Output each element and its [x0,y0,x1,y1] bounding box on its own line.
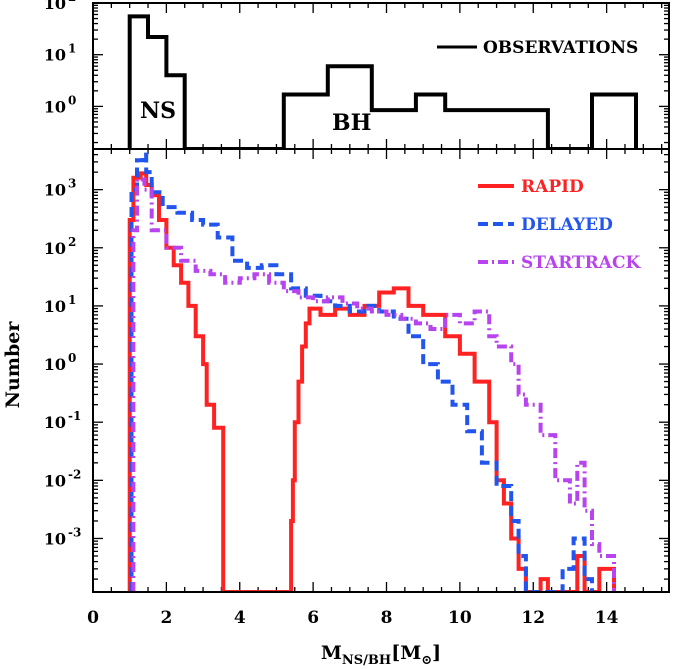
x-axis-title-sub: NS/BH [342,653,391,668]
series-observations-line [127,14,638,149]
bottom-panel-y-tick-label-exponent: 3 [68,177,76,191]
x-tick-label: 14 [595,608,619,628]
x-axis-title-main: M [321,642,342,664]
bottom-panel-y-tick-label-base: 10 [44,471,66,490]
bottom-panel-y-tick-label-base: 10 [44,355,66,374]
bottom-panel-legend: RAPID DELAYED STARTRACK [478,177,642,273]
bottom-panel-y-tick-label: 10 [44,413,66,432]
top-panel-y-tick-label: 10 [44,0,66,13]
series-rapid-line [127,171,616,592]
x-tick-label: 12 [521,608,545,628]
bottom-panel-y-tick-label-base: 10 [44,529,66,548]
bottom-panel-y-tick-label-base: 10 [44,297,66,316]
bottom-panel-y-tick-label: 10 [44,181,66,200]
series-delayed-line [129,152,594,592]
x-tick-label: 10 [448,608,472,628]
bh-annotation: BH [332,110,371,136]
x-tick-label: 4 [234,608,246,628]
x-tick-label: 6 [307,608,319,628]
ns-annotation: NS [140,98,176,124]
bottom-panel-y-tick-label: 10 [44,471,66,490]
x-axis-title-unit-sub: ⊙ [421,653,432,668]
legend-observations: OBSERVATIONS [437,38,638,58]
x-tick-label: 8 [381,608,393,628]
legend-delayed-label: DELAYED [521,215,613,235]
bottom-panel-y-tick-label: 10 [44,297,66,316]
x-tick-label: 0 [87,608,99,628]
x-axis-title: MNS/BH[M⊙] [321,642,441,668]
bottom-panel-y-tick-label: 10 [44,355,66,374]
top-panel-y-tick-label-base: 10 [44,97,66,116]
bottom-panel-y-tick-label-exponent: 2 [68,235,76,249]
bottom-panel-y-tick-label-base: 10 [44,239,66,258]
bottom-panel-y-tick-label: 10 [44,239,66,258]
bottom-panel-y-tick-label-exponent: -3 [68,525,81,539]
x-tick-label: 2 [160,608,172,628]
series-startrack-line [131,177,616,592]
y-axis-title: Number [2,321,24,409]
x-axis-title-unit: [M [391,642,421,664]
bottom-panel-y-tick-label-exponent: 1 [68,293,76,307]
bottom-panel-y-tick-label-base: 10 [44,181,66,200]
top-panel-y-tick-label-exponent: 0 [68,93,76,107]
bottom-panel-x-tick-labels: 0 2 4 6 8 10 12 14 [87,608,619,628]
bottom-panel-y-tick-label-base: 10 [44,413,66,432]
top-panel-y-tick-label-exponent: 1 [68,42,76,56]
legend-rapid-label: RAPID [521,177,584,197]
top-panel-y-tick-label: 10 [44,46,66,65]
legend-startrack-label: STARTRACK [521,253,642,273]
x-axis-title-close: ] [432,642,441,664]
legend-observations-label: OBSERVATIONS [483,38,638,58]
bottom-panel-y-tick-label-exponent: 0 [68,351,76,365]
top-panel-y-tick-label-base: 10 [44,46,66,65]
bottom-panel-y-tick-label-exponent: -2 [68,467,81,481]
top-panel-y-tick-label: 10 [44,97,66,116]
top-panel-series [127,14,638,149]
bottom-panel-frame [92,148,670,593]
bottom-panel-y-tick-label: 10 [44,529,66,548]
top-panel-y-tick-label-base: 10 [44,0,66,13]
top-panel-y-tick-label-exponent: 2 [68,0,76,4]
bottom-panel-series [127,152,616,592]
bottom-panel-y-tick-label-exponent: -1 [68,409,81,423]
